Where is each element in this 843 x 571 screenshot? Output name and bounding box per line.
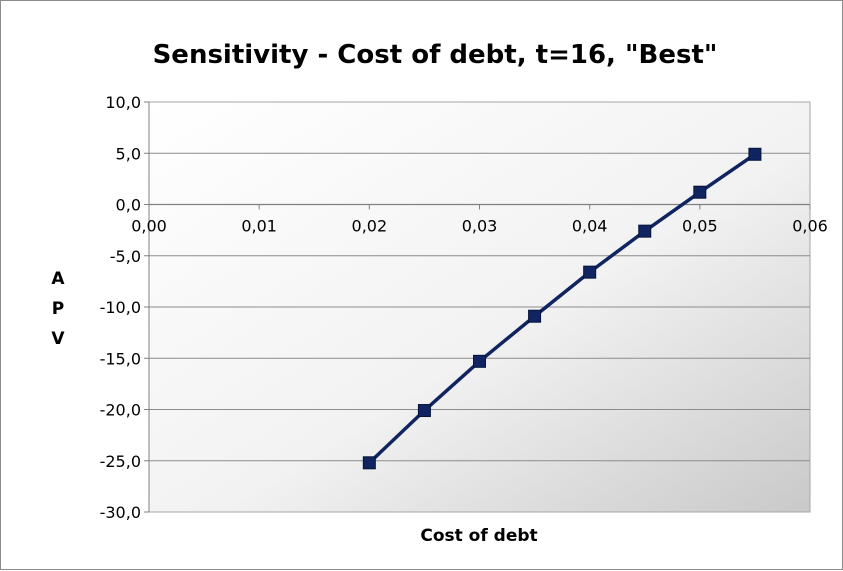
- data-point-marker: [583, 265, 597, 279]
- x-tick-label: 0,00: [131, 217, 167, 236]
- data-point-marker: [693, 185, 707, 199]
- x-tick-label: 0,05: [682, 217, 718, 236]
- data-point-marker: [748, 147, 762, 161]
- axes: [144, 101, 811, 513]
- y-tick-label: -5,0: [110, 247, 141, 266]
- y-axis-title-letter: P: [52, 299, 64, 319]
- x-tick-label: 0,03: [462, 217, 498, 236]
- y-tick-label: -30,0: [100, 503, 141, 522]
- y-tick-label: 0,0: [116, 196, 141, 215]
- x-tick-label: 0,06: [792, 217, 828, 236]
- y-tick-label: -20,0: [100, 401, 141, 420]
- x-tick-label: 0,01: [241, 217, 277, 236]
- y-tick-labels: 10,0 5,0 0,0 -5,0 -10,0 -15,0 -20,0 -25,0 -30,0: [100, 93, 141, 522]
- y-axis-title-letter: A: [51, 269, 65, 289]
- y-tick-label: 10,0: [105, 93, 141, 112]
- y-tick-label: -25,0: [100, 452, 141, 471]
- y-tick-label: -10,0: [100, 298, 141, 317]
- data-point-marker: [473, 354, 486, 368]
- data-point-marker: [417, 404, 431, 418]
- data-point-marker: [362, 456, 376, 470]
- x-tick-labels: 0,00 0,01 0,02 0,03 0,04 0,05 0,06: [131, 217, 828, 236]
- gridlines: [149, 152, 810, 462]
- y-axis-title: APV: [51, 269, 65, 349]
- chart-title: Sensitivity - Cost of debt, t=16, "Best": [153, 40, 718, 70]
- series-line: [368, 152, 756, 465]
- y-tick-label: 5,0: [116, 144, 141, 163]
- data-point-marker: [638, 224, 652, 238]
- data-point-marker: [528, 309, 542, 323]
- series-apv: [362, 147, 762, 470]
- y-tick-label: -15,0: [100, 349, 141, 368]
- y-axis-title-letter: V: [51, 329, 65, 349]
- x-tick-label: 0,02: [352, 217, 388, 236]
- x-tick-label: 0,04: [572, 217, 608, 236]
- x-axis-title: Cost of debt: [420, 526, 537, 546]
